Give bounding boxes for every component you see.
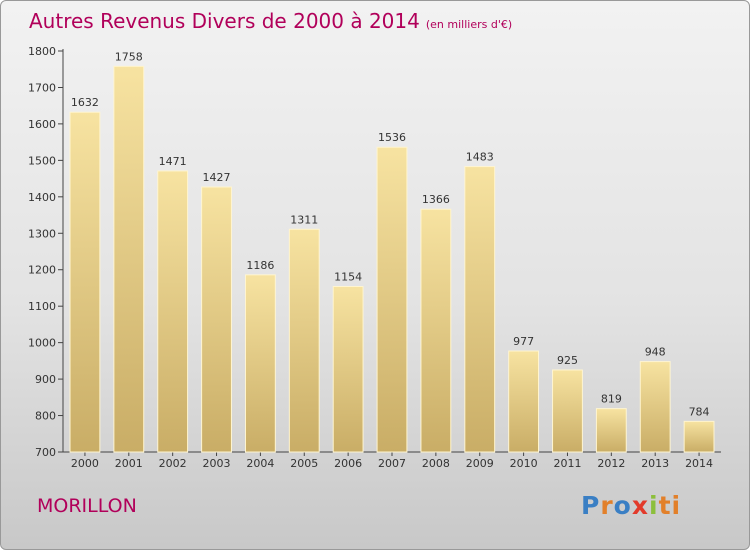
- x-tick-label: 2005: [290, 457, 318, 470]
- bar: [595, 408, 627, 453]
- bar-value-label: 1154: [334, 270, 362, 283]
- logo-letter: o: [613, 491, 632, 520]
- chart-title: Autres Revenus Divers de 2000 à 2014 (en …: [29, 9, 512, 33]
- bar-value-label: 819: [601, 393, 622, 406]
- bar: [201, 186, 232, 453]
- x-tick-label: 2000: [71, 457, 99, 470]
- logo-letter: i: [649, 491, 659, 520]
- x-tick-label: 2001: [115, 457, 143, 470]
- logo-letter: ti: [658, 491, 682, 520]
- y-tick-label: 1700: [28, 81, 56, 94]
- x-tick-label: 2014: [685, 457, 713, 470]
- y-tick-label: 1100: [28, 300, 56, 313]
- bar-value-label: 977: [513, 335, 534, 348]
- bar: [376, 146, 408, 453]
- bar: [244, 274, 276, 453]
- x-tick-label: 2004: [246, 457, 274, 470]
- bar-value-label: 1427: [203, 171, 231, 184]
- chart-title-text: Autres Revenus Divers de 2000 à 2014: [29, 9, 420, 33]
- commune-name: MORILLON: [37, 495, 137, 517]
- bar: [113, 65, 145, 453]
- x-tick-label: 2009: [466, 457, 494, 470]
- bar: [288, 228, 320, 453]
- bar-value-label: 1483: [466, 151, 494, 164]
- logo-letter: P: [581, 491, 601, 520]
- bar: [69, 111, 101, 453]
- y-tick-label: 1400: [28, 191, 56, 204]
- chart-unit: (en milliers d'€): [425, 18, 513, 31]
- bar-value-label: 1186: [246, 259, 274, 272]
- bar: [332, 285, 364, 453]
- y-tick-label: 1300: [28, 227, 56, 240]
- y-tick-label: 1000: [28, 337, 56, 350]
- x-tick-label: 2003: [203, 457, 231, 470]
- bar: [157, 170, 189, 453]
- y-tick-label: 1200: [28, 264, 56, 277]
- y-tick-label: 1800: [28, 45, 56, 58]
- bar: [464, 166, 496, 453]
- y-axis: 700 800 900 1000 1100 1200 1300 1400 1500 1600 170…: [28, 45, 64, 459]
- bar-value-label: 1536: [378, 131, 406, 144]
- bar-value-label: 1471: [159, 155, 187, 168]
- x-tick-label: 2007: [378, 457, 406, 470]
- bars: [69, 65, 715, 453]
- bar-value-label: 1632: [71, 96, 99, 109]
- x-tick-label: 2008: [422, 457, 450, 470]
- bar: [552, 369, 583, 453]
- bar: [639, 361, 671, 453]
- y-tick-label: 800: [35, 410, 56, 423]
- x-tick-label: 2002: [159, 457, 187, 470]
- bar: [420, 208, 452, 453]
- data-labels: 1632 1758 1471 1427 1186 1311 1154 1536 1366 1483…: [71, 50, 710, 418]
- proxiti-logo: Proxiti: [581, 491, 681, 520]
- logo-letter: x: [631, 491, 649, 520]
- y-tick-label: 1500: [28, 154, 56, 167]
- x-tick-label: 2012: [597, 457, 625, 470]
- logo-letter: r: [600, 491, 614, 520]
- bar-value-label: 1311: [290, 213, 318, 226]
- x-tick-label: 2011: [553, 457, 581, 470]
- x-tick-label: 2010: [510, 457, 538, 470]
- y-tick-label: 900: [35, 373, 56, 386]
- bar-value-label: 784: [689, 405, 710, 418]
- x-tick-label: 2013: [641, 457, 669, 470]
- x-axis: 2000 2001 2002 2003 2004 2005 2006 2007 2008 2009…: [63, 451, 721, 470]
- bar-value-label: 1366: [422, 193, 450, 206]
- y-tick-label: 700: [35, 446, 56, 459]
- x-tick-label: 2006: [334, 457, 362, 470]
- bar-value-label: 925: [557, 354, 578, 367]
- y-tick-label: 1600: [28, 118, 56, 131]
- bar: [508, 350, 540, 453]
- bar-value-label: 1758: [115, 50, 143, 63]
- bar-value-label: 948: [645, 346, 666, 359]
- bar: [683, 420, 715, 453]
